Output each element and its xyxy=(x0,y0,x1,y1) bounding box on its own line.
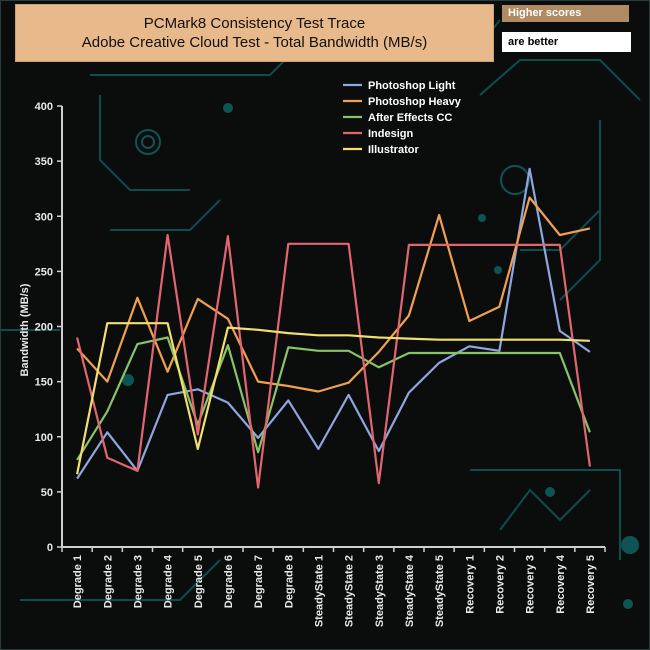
x-tick-label: Degrade 2 xyxy=(102,555,114,608)
x-tick-label: Degrade 5 xyxy=(193,555,205,608)
x-tick-label: Recovery 4 xyxy=(555,554,567,614)
y-axis-ticks: 0 50 100 150 200 250 300 350 400 xyxy=(35,101,62,554)
y-tick-label: 0 xyxy=(47,542,53,554)
legend-label: Photoshop Light xyxy=(368,80,456,92)
x-tick-label: Recovery 5 xyxy=(585,555,597,614)
series-line-0 xyxy=(76,167,591,480)
y-tick-label: 250 xyxy=(35,266,53,278)
chart-axes xyxy=(61,106,605,548)
series-line-4 xyxy=(76,322,590,475)
y-tick-label: 150 xyxy=(35,377,53,389)
chart-title-line-1: PCMark8 Consistency Test Trace xyxy=(143,15,366,32)
x-tick-label: SteadyState 4 xyxy=(404,554,416,627)
series-line-1 xyxy=(76,196,591,393)
x-tick-label: SteadyState 2 xyxy=(344,555,356,627)
x-tick-label: Degrade 6 xyxy=(223,555,235,608)
x-tick-label: Degrade 7 xyxy=(253,555,265,608)
y-axis-label: Bandwidth (MB/s) xyxy=(19,283,31,376)
y-tick-label: 200 xyxy=(35,322,53,334)
chart-title-box: PCMark8 Consistency Test Trace Adobe Cre… xyxy=(15,4,494,62)
x-tick-label: SteadyState 3 xyxy=(374,555,386,627)
legend-label: Indesign xyxy=(368,128,414,140)
series-line-3 xyxy=(76,233,591,489)
x-tick-label: SteadyState 5 xyxy=(434,555,446,627)
x-tick-label: Recovery 1 xyxy=(464,555,476,614)
are-better-note: are better xyxy=(502,32,631,52)
y-tick-label: 50 xyxy=(41,487,53,499)
chart-title-line-2: Adobe Creative Cloud Test - Total Bandwi… xyxy=(81,34,428,51)
x-tick-label: Degrade 3 xyxy=(132,555,144,608)
series-line-2 xyxy=(76,336,591,461)
legend-label: Photoshop Heavy xyxy=(368,96,462,108)
y-tick-label: 400 xyxy=(35,101,53,113)
x-tick-label: Degrade 8 xyxy=(283,555,295,608)
x-tick-label: Degrade 4 xyxy=(163,554,175,608)
x-tick-label: SteadyState 1 xyxy=(313,555,325,627)
legend: Photoshop Light Photoshop Heavy After Eff… xyxy=(343,80,462,156)
higher-scores-note: Higher scores xyxy=(502,5,629,22)
legend-label: Illustrator xyxy=(368,144,419,156)
x-tick-label: Degrade 1 xyxy=(72,555,84,608)
y-tick-label: 100 xyxy=(35,432,53,444)
x-tick-label: Recovery 2 xyxy=(494,555,506,614)
y-tick-label: 300 xyxy=(35,211,53,223)
x-tick-label: Recovery 3 xyxy=(525,555,537,614)
x-axis-ticks: Degrade 1 Degrade 2 Degrade 3 Degrade 4 Degr… xyxy=(61,547,606,627)
legend-label: After Effects CC xyxy=(368,112,452,124)
series-lines xyxy=(76,167,591,489)
y-tick-label: 350 xyxy=(35,156,53,168)
